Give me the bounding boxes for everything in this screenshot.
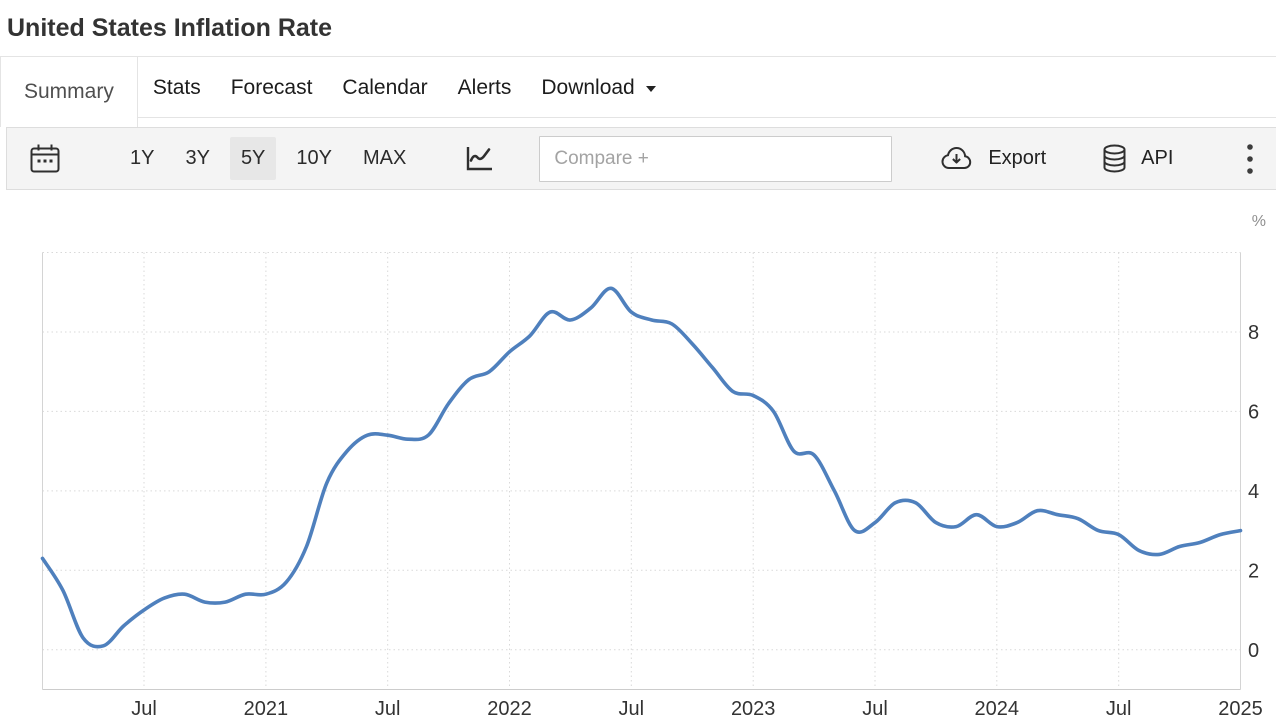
svg-text:8: 8 xyxy=(1248,322,1259,344)
calendar-icon xyxy=(30,144,60,172)
chart-toolbar: 1Y 3Y 5Y 10Y MAX Export xyxy=(6,127,1276,190)
tab-summary[interactable]: Summary xyxy=(0,57,138,127)
database-icon xyxy=(1103,144,1126,173)
svg-text:4: 4 xyxy=(1248,481,1259,503)
line-chart-icon xyxy=(467,146,493,170)
kebab-menu-icon xyxy=(1247,143,1253,174)
chart-canvas[interactable]: Jul 2021 Jul 2022 Jul 2023 Jul 2024 Jul 2025 0 2 4 6 8… xyxy=(0,190,1276,726)
tab-download-label: Download xyxy=(541,75,635,99)
cloud-download-icon xyxy=(941,146,972,169)
range-10y-button[interactable]: 10Y xyxy=(285,137,343,180)
tab-alerts-label: Alerts xyxy=(457,75,512,99)
inflation-chart-svg[interactable]: Jul 2021 Jul 2022 Jul 2023 Jul 2024 Jul 2025 0 2 4 6 8… xyxy=(0,190,1276,726)
svg-text:2021: 2021 xyxy=(244,698,289,720)
tab-stats[interactable]: Stats xyxy=(138,57,216,118)
svg-text:2025: 2025 xyxy=(1218,698,1263,720)
svg-text:2024: 2024 xyxy=(975,698,1020,720)
range-5y-button[interactable]: 5Y xyxy=(229,137,277,180)
tab-calendar[interactable]: Calendar xyxy=(327,57,442,118)
range-selector: 1Y 3Y 5Y 10Y MAX xyxy=(119,137,417,180)
svg-text:Jul: Jul xyxy=(1106,698,1132,720)
svg-text:2022: 2022 xyxy=(487,698,532,720)
api-label: API xyxy=(1141,147,1174,169)
kebab-menu-button[interactable] xyxy=(1246,142,1254,176)
date-range-button[interactable] xyxy=(26,142,64,176)
tab-forecast-label: Forecast xyxy=(230,75,313,99)
range-3y-button[interactable]: 3Y xyxy=(174,137,220,180)
tab-download[interactable]: Download xyxy=(526,57,670,118)
tab-bar: Summary Stats Forecast Calendar Alerts D… xyxy=(0,57,1276,127)
range-1y-button[interactable]: 1Y xyxy=(119,137,165,180)
svg-text:6: 6 xyxy=(1248,401,1259,423)
tab-summary-label: Summary xyxy=(24,80,114,103)
range-max-button[interactable]: MAX xyxy=(352,137,417,180)
svg-text:Jul: Jul xyxy=(862,698,888,720)
compare-input[interactable] xyxy=(539,135,893,182)
chart-type-button[interactable] xyxy=(463,144,495,174)
export-button[interactable]: Export xyxy=(938,143,1046,174)
svg-text:2023: 2023 xyxy=(731,698,776,720)
tab-stats-label: Stats xyxy=(152,75,201,99)
svg-text:0: 0 xyxy=(1248,640,1259,662)
svg-text:%: % xyxy=(1252,213,1266,230)
tab-alerts[interactable]: Alerts xyxy=(443,57,527,118)
export-label: Export xyxy=(988,147,1047,169)
svg-text:Jul: Jul xyxy=(619,698,645,720)
tab-forecast[interactable]: Forecast xyxy=(216,57,328,118)
svg-text:Jul: Jul xyxy=(375,698,401,720)
api-button[interactable]: API xyxy=(1101,143,1173,174)
svg-text:2: 2 xyxy=(1248,560,1259,582)
tab-calendar-label: Calendar xyxy=(342,75,428,99)
page-title: United States Inflation Rate xyxy=(7,13,333,42)
page-header: United States Inflation Rate xyxy=(0,0,1276,57)
svg-text:Jul: Jul xyxy=(131,698,157,720)
chevron-down-icon xyxy=(645,86,656,92)
